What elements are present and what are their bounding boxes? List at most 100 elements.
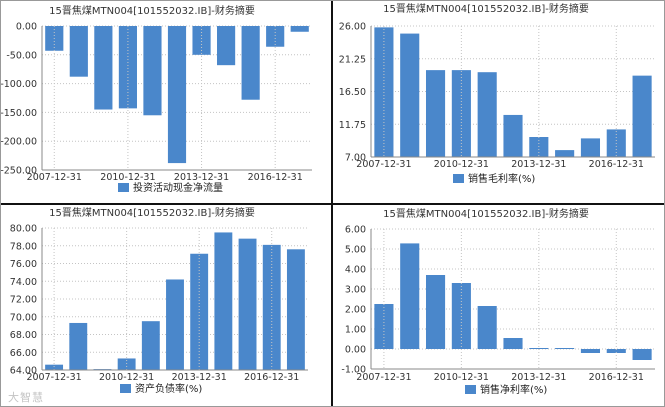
y-tick-label: -50.00 xyxy=(6,50,37,61)
legend-label: 销售毛利率(%) xyxy=(468,172,535,185)
chart-title: 15晋焦煤MTN004[101552032.IB]-财务摘要 xyxy=(383,207,589,220)
y-tick-label: 4.00 xyxy=(345,265,366,276)
y-tick-label: 0.00 xyxy=(345,345,366,356)
y-tick-label: -100.00 xyxy=(0,79,37,90)
y-tick-label: 66.00 xyxy=(10,348,37,359)
bar xyxy=(632,349,652,360)
y-tick-label: 16.50 xyxy=(339,87,366,98)
bar xyxy=(606,349,626,353)
y-tick-label: 11.75 xyxy=(339,120,366,131)
y-tick-label: 70.00 xyxy=(10,312,37,323)
y-tick-label: 5.00 xyxy=(345,245,366,256)
bar xyxy=(632,75,652,157)
bar xyxy=(400,243,420,349)
x-tick-label: 2007-12-31 xyxy=(26,372,81,383)
chart-title: 15晋焦煤MTN004[101552032.IB]-财务摘要 xyxy=(49,4,255,17)
watermark-text: 大智慧 xyxy=(8,391,44,404)
bar xyxy=(503,114,523,157)
y-tick-label: -150.00 xyxy=(0,108,37,119)
y-tick-label: 26.00 xyxy=(339,22,366,33)
bar xyxy=(266,26,285,47)
bar xyxy=(477,72,497,157)
bar xyxy=(143,26,162,116)
x-tick-label: 2010-12-31 xyxy=(434,372,489,383)
bar xyxy=(555,348,575,349)
y-tick-label: 3.00 xyxy=(345,285,366,296)
x-tick-label: 2016-12-31 xyxy=(244,372,299,383)
bar xyxy=(214,232,233,370)
bar xyxy=(477,306,497,349)
y-tick-label: 2.00 xyxy=(345,305,366,316)
x-tick-label: 2013-12-31 xyxy=(511,372,566,383)
chart-panel-investing-cashflow: 15晋焦煤MTN004[101552032.IB]-财务摘要 0.00 -50.00… xyxy=(0,0,331,203)
bar xyxy=(238,238,257,370)
chart-panel-debt-ratio: 15晋焦煤MTN004[101552032.IB]-财务摘要 80.00 78.00… xyxy=(0,205,331,407)
bar xyxy=(529,348,549,349)
bar xyxy=(141,321,160,370)
bar xyxy=(241,26,260,100)
bar xyxy=(190,253,209,370)
bar xyxy=(69,322,88,370)
chart-panel-net-margin: 15晋焦煤MTN004[101552032.IB]-财务摘要 6.00 5.00 4.… xyxy=(333,205,665,407)
chart-title: 15晋焦煤MTN004[101552032.IB]-财务摘要 xyxy=(49,206,255,219)
x-tick-label: 2007-12-31 xyxy=(27,172,82,183)
x-tick-label: 2013-12-31 xyxy=(172,372,227,383)
bar xyxy=(286,249,305,370)
y-tick-label: 68.00 xyxy=(10,330,37,341)
x-tick-label: 2007-12-31 xyxy=(356,372,411,383)
y-tick-label: 76.00 xyxy=(10,259,37,270)
bar xyxy=(94,26,113,110)
bar xyxy=(69,26,88,77)
x-tick-label: 2007-12-31 xyxy=(356,159,411,170)
y-tick-label: -200.00 xyxy=(0,137,37,148)
bar xyxy=(425,275,446,349)
bar xyxy=(166,279,184,370)
bar xyxy=(192,26,211,55)
bar xyxy=(217,26,236,66)
horizontal-divider xyxy=(0,203,665,205)
x-tick-label: 2010-12-31 xyxy=(100,172,155,183)
bar xyxy=(503,338,523,349)
y-tick-label: 74.00 xyxy=(10,277,37,288)
legend-label: 销售净利率(%) xyxy=(480,383,547,396)
y-tick-label: -250.00 xyxy=(0,166,37,177)
y-tick-label: 6.00 xyxy=(345,225,366,236)
legend-label: 投资活动现金净流量 xyxy=(133,181,223,194)
y-tick-label: 0.00 xyxy=(16,22,37,33)
chart-investing-cashflow: 15晋焦煤MTN004[101552032.IB]-财务摘要 0.00 -50.00… xyxy=(0,4,312,194)
x-tick-label: 2016-12-31 xyxy=(589,159,644,170)
x-tick-label: 2010-12-31 xyxy=(99,372,154,383)
bar xyxy=(580,349,601,353)
x-tick-label: 2016-12-31 xyxy=(589,372,644,383)
legend-swatch xyxy=(465,385,476,394)
x-tick-label: 2013-12-31 xyxy=(511,159,566,170)
legend-swatch xyxy=(118,183,129,192)
chart-title: 15晋焦煤MTN004[101552032.IB]-财务摘要 xyxy=(383,2,589,15)
y-tick-label: 72.00 xyxy=(10,295,37,306)
chart-debt-ratio: 15晋焦煤MTN004[101552032.IB]-财务摘要 80.00 78.00… xyxy=(10,206,308,395)
bar xyxy=(290,26,309,32)
bar xyxy=(425,70,446,157)
x-tick-label: 2010-12-31 xyxy=(434,159,489,170)
bar xyxy=(400,33,420,157)
y-tick-label: 21.25 xyxy=(339,54,366,65)
legend-label: 资产负债率(%) xyxy=(135,382,202,395)
bar xyxy=(580,138,601,157)
x-tick-label: 2016-12-31 xyxy=(248,172,303,183)
bar xyxy=(117,358,136,370)
bar xyxy=(262,244,281,370)
y-tick-label: -1.00 xyxy=(341,365,366,376)
chart-net-margin: 15晋焦煤MTN004[101552032.IB]-财务摘要 6.00 5.00 4.… xyxy=(341,207,655,396)
legend-swatch xyxy=(453,174,464,183)
bar xyxy=(529,137,549,157)
y-tick-label: 80.00 xyxy=(10,224,37,235)
bar xyxy=(45,364,64,370)
y-tick-label: 7.00 xyxy=(345,153,366,164)
chart-gross-margin: 15晋焦煤MTN004[101552032.IB]-财务摘要 26.00 21.25… xyxy=(339,2,655,185)
legend-swatch xyxy=(120,384,131,393)
chart-panel-gross-margin: 15晋焦煤MTN004[101552032.IB]-财务摘要 26.00 21.25… xyxy=(333,0,665,203)
x-tick-label: 2013-12-31 xyxy=(174,172,229,183)
bar xyxy=(167,26,187,164)
